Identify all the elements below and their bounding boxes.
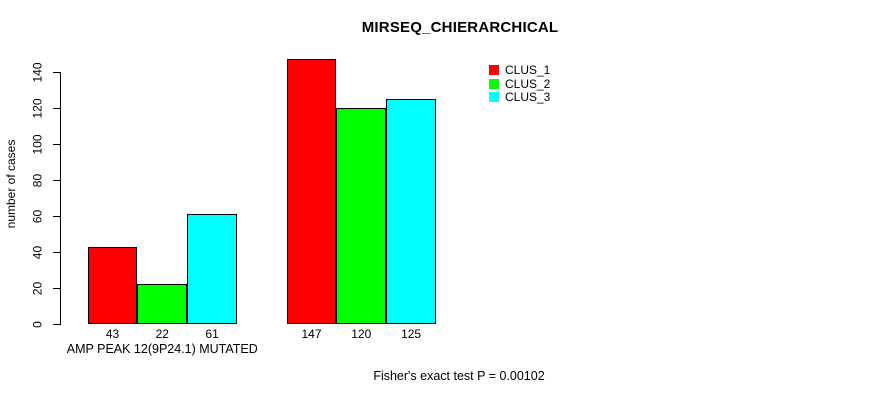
y-axis-tick-label: 40: [30, 245, 45, 259]
legend: CLUS_1 CLUS_2 CLUS_3: [489, 63, 550, 104]
bar-value-label: 120: [351, 327, 372, 341]
y-axis-tick-label: 20: [30, 281, 45, 295]
legend-item: CLUS_1: [489, 63, 550, 77]
y-axis-tick: [53, 180, 60, 181]
legend-swatch: [489, 64, 499, 75]
y-axis-tick: [53, 144, 60, 145]
y-axis-tick: [53, 252, 60, 253]
bar: [386, 99, 436, 324]
bar-value-label: 125: [401, 327, 422, 341]
legend-label: CLUS_1: [505, 62, 551, 77]
bar: [286, 59, 337, 324]
legend-swatch: [489, 92, 499, 103]
y-axis-tick-label: 80: [30, 173, 45, 187]
y-axis-tick-label: 100: [30, 133, 45, 155]
legend-label: CLUS_2: [505, 76, 551, 91]
y-axis-tick: [53, 216, 60, 217]
legend-label: CLUS_3: [505, 90, 551, 105]
bar-value-label: 147: [301, 327, 322, 341]
y-axis-tick: [53, 288, 60, 289]
y-axis-tick-label: 0: [30, 320, 45, 328]
legend-item: CLUS_3: [489, 90, 550, 104]
y-axis-tick-label: 140: [30, 61, 45, 83]
bar-value-label: 61: [205, 327, 219, 341]
legend-swatch: [489, 78, 499, 89]
group-label: AMP PEAK 12(9P24.1) MUTATED: [66, 342, 258, 356]
y-axis-tick: [53, 108, 60, 109]
bar: [137, 284, 188, 324]
bar: [87, 246, 138, 324]
y-axis-line: [60, 72, 61, 325]
y-axis-tick: [53, 324, 60, 325]
y-axis-tick-label: 120: [30, 97, 45, 119]
y-axis-tick: [53, 72, 60, 73]
annotation-fisher-test: Fisher's exact test P = 0.00102: [373, 369, 545, 383]
chart-title: MIRSEQ_CHIERARCHICAL: [361, 19, 559, 36]
bar: [336, 108, 387, 324]
bar: [187, 214, 237, 324]
bar-value-label: 43: [105, 327, 120, 341]
bar-value-label: 22: [155, 327, 169, 341]
y-axis-tick-label: 60: [30, 209, 45, 223]
legend-item: CLUS_2: [489, 77, 550, 91]
